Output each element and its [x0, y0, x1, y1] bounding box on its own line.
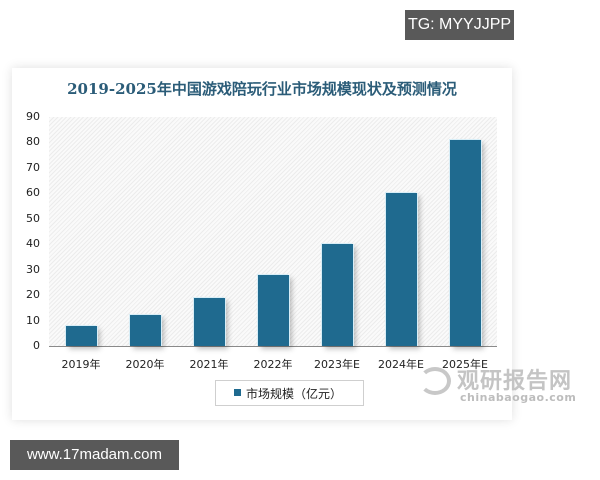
- bar-2020年: [129, 315, 161, 346]
- chart-card: 2019-2025年中国游戏陪玩行业市场规模现状及预测情况 90 80 70 60 50…: [12, 68, 512, 420]
- y-tick-label: 30: [26, 262, 40, 276]
- chinabaogao-logo-icon: [419, 367, 451, 395]
- y-tick-label: 80: [26, 135, 40, 149]
- bar-2019年: [65, 325, 97, 346]
- y-tick-label: 90: [26, 110, 40, 123]
- bar-2025年E: [449, 139, 481, 346]
- tg-watermark-badge: TG: MYYJJPP: [405, 10, 514, 40]
- bar-2022年: [257, 274, 289, 346]
- chinabaogao-watermark: 观研报告网 chinabaogao.com: [415, 365, 585, 410]
- legend-swatch-icon: [234, 389, 241, 396]
- url-watermark-badge: www.17madam.com: [10, 440, 179, 470]
- x-tick-label: 2019年: [61, 358, 101, 371]
- y-tick-label: 10: [26, 313, 40, 327]
- chart-legend: 市场规模（亿元）: [215, 380, 364, 406]
- bar-2023年E: [321, 244, 353, 346]
- watermark-en-text: chinabaogao.com: [460, 391, 577, 404]
- bar-2021年: [193, 297, 225, 346]
- x-axis-line: [49, 346, 497, 347]
- y-tick-label: 0: [33, 339, 40, 352]
- y-tick-label: 40: [26, 237, 40, 251]
- watermark-cn-text: 观研报告网: [457, 369, 573, 394]
- x-tick-label: 2022年: [253, 358, 293, 371]
- y-tick-label: 20: [26, 288, 40, 302]
- y-tick-label: 70: [26, 160, 40, 174]
- x-tick-label: 2021年: [189, 358, 229, 371]
- legend-label: 市场规模（亿元）: [246, 387, 343, 401]
- chart-title: 2019-2025年中国游戏陪玩行业市场规模现状及预测情况: [67, 80, 457, 98]
- y-tick-label: 50: [26, 211, 40, 225]
- bar-2024年E: [385, 193, 417, 346]
- x-tick-label: 2023年E: [314, 358, 360, 371]
- x-tick-label: 2024年E: [378, 358, 424, 371]
- y-tick-label: 60: [26, 186, 40, 200]
- x-tick-label: 2025年E: [442, 358, 488, 371]
- x-tick-label: 2020年: [125, 358, 165, 371]
